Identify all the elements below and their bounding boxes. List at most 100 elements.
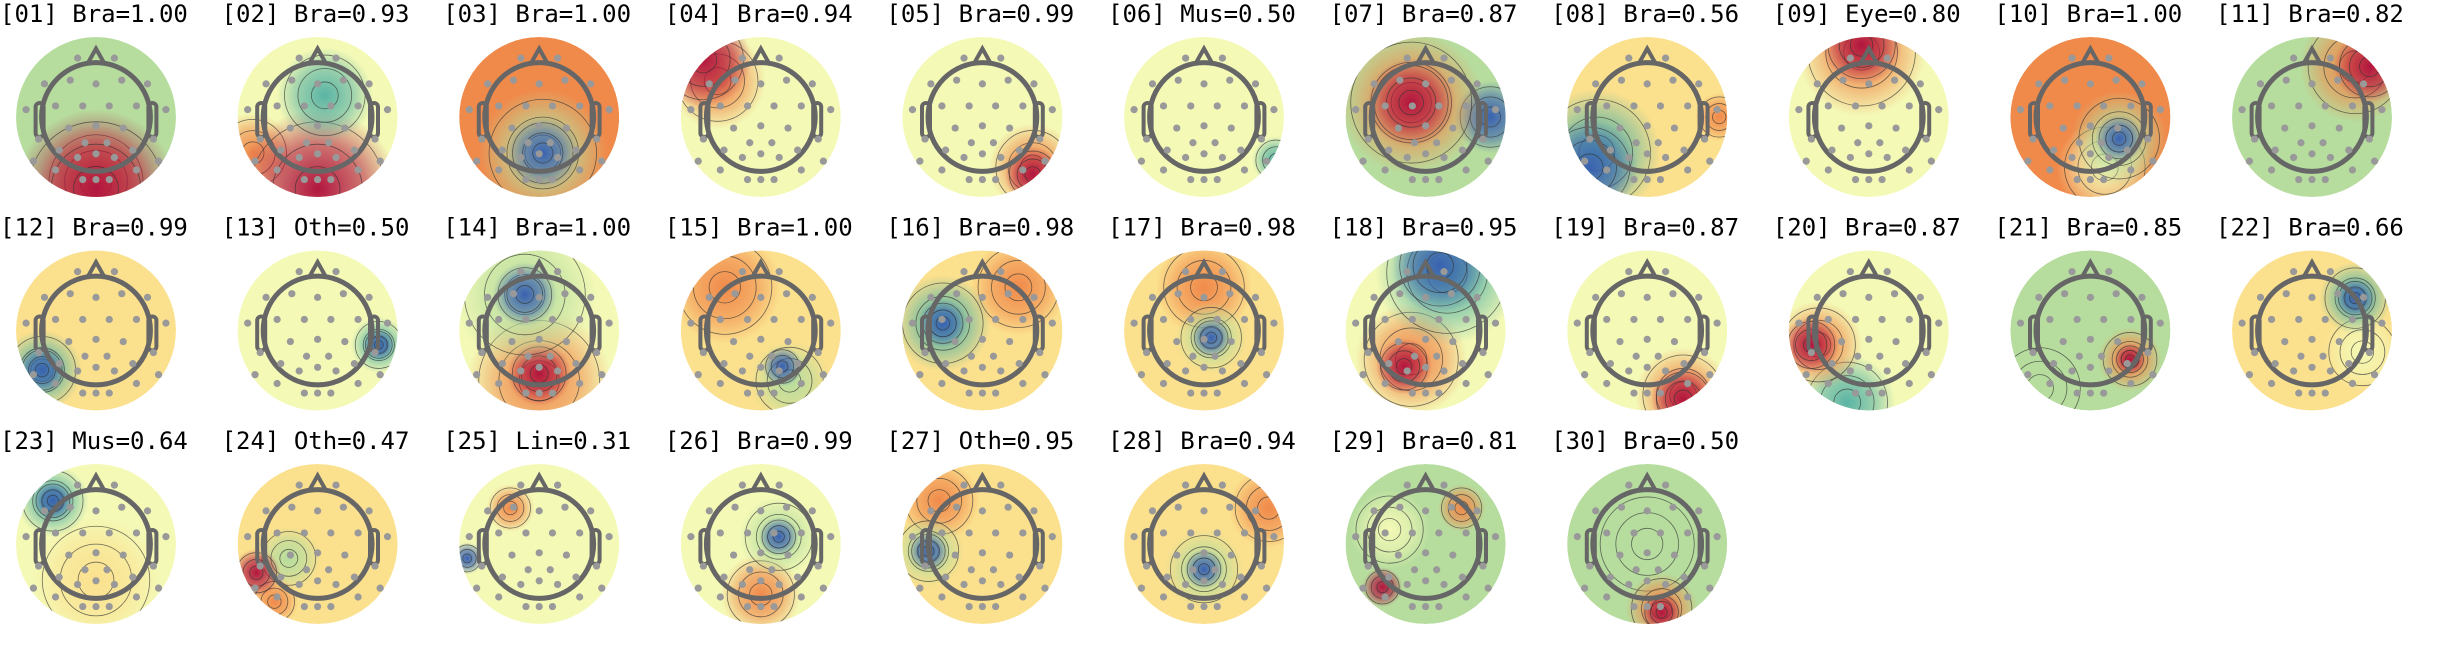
sensor-dot [79,389,87,397]
sensor-dot [51,379,60,388]
sensor-dot [162,319,170,327]
sensor-dot [1449,124,1457,132]
sensor-dot [332,580,340,589]
sensor-dot [350,573,358,581]
contour-line [1412,250,1468,293]
sensor-dot [1142,562,1151,570]
contour-line [2116,345,2144,374]
sensor-dot [1187,529,1195,537]
sensor-dot [1396,503,1404,511]
sensor-dot [1433,566,1441,574]
sensor-dot [953,76,961,84]
sensor-dot [720,146,728,154]
sensor-dot [572,360,580,368]
contour-line [1193,320,1229,355]
sensor-dot [2156,106,2164,114]
sensor-dot [1795,319,1803,327]
sensor-dot [40,80,49,88]
sensor-dot [705,507,713,515]
component-10: [10] Bra=1.00 [1994,0,2182,197]
sensor-dot [729,124,738,132]
sensor-dot [1422,507,1430,515]
sensor-dot [1182,481,1190,489]
sensor-dot [132,379,141,388]
sensor-dot [1142,348,1151,357]
sensor-dot [288,76,296,84]
contour-line [1199,326,1223,350]
sensor-dot [132,315,141,324]
sensor-dot [978,577,987,585]
sensor-dot [1130,319,1138,327]
sensor-dot [784,337,792,346]
sensor-dot [517,580,525,589]
sensor-dot [2321,102,2329,110]
sensor-dot [55,573,63,581]
sensor-dot [498,146,506,154]
sensor-dot [716,102,724,110]
sensor-dot [1462,102,1470,110]
sensor-dot [1458,573,1466,581]
component-title: [29] Bra=0.81 [1330,427,1518,455]
sensor-dot [1484,371,1492,379]
sensor-dot [1159,315,1168,324]
sensor-dot [716,379,724,388]
sensor-dot [2348,315,2357,324]
sensor-dot [2348,102,2357,110]
sensor-dot [782,290,791,298]
sensor-dot [244,319,252,327]
sensor-dot [1262,157,1271,165]
sensor-dot [314,507,322,515]
sensor-dot [2365,348,2374,357]
component-title: [06] Mus=0.50 [1108,0,1296,28]
sensor-dot [143,80,152,88]
component-title: [01] Bra=1.00 [0,0,188,28]
sensor-dot [992,602,1000,611]
component-15: [15] Bra=1.00 [665,214,853,411]
sensor-dot [2359,293,2368,301]
sensor-dot [535,549,543,557]
sensor-dot [997,481,1005,489]
nose-icon [2301,44,2323,66]
sensor-dot [797,379,805,388]
sensor-dot [775,367,783,375]
sensor-dot [1573,533,1581,541]
sensor-dot [1706,584,1714,592]
nose-icon [971,258,994,280]
component-title: [20] Bra=0.87 [1773,214,1961,242]
sensor-dot [1137,584,1146,592]
sensor-dot [572,573,580,581]
sensor-dot [2267,102,2276,110]
sensor-dot [92,363,100,371]
sensor-dot [1159,593,1168,601]
sensor-dot [1851,175,1860,184]
sensor-dot [327,602,335,611]
sensor-dot [1403,268,1411,276]
sensor-dot [1905,166,1913,174]
sensor-dot [535,577,543,585]
sensor-dot [1491,319,1500,327]
nose-icon [971,471,994,493]
sensor-dot [814,348,822,357]
sensor-dot [1854,352,1862,360]
sensor-dot [162,106,170,114]
sensor-dot [535,293,543,301]
sensor-dot [938,529,946,537]
sensor-dot [978,335,987,343]
sensor-dot [576,102,584,110]
sensor-dot [1616,337,1624,346]
component-title: [12] Bra=0.99 [0,214,188,242]
sensor-dot [960,367,968,375]
sensor-dot [978,80,987,88]
sensor-dot [992,175,1000,184]
sensor-dot [960,481,968,489]
contour-line [755,513,802,560]
sensor-dot [105,602,113,611]
sensor-dot [757,507,765,515]
sensor-dot [1662,268,1670,276]
sensor-dot [1625,481,1633,489]
sensor-dot [808,507,816,515]
sensor-dot [1370,293,1378,301]
sensor-dot [2097,139,2106,147]
sensor-dot [1200,389,1208,397]
contour-line [2111,340,2149,378]
